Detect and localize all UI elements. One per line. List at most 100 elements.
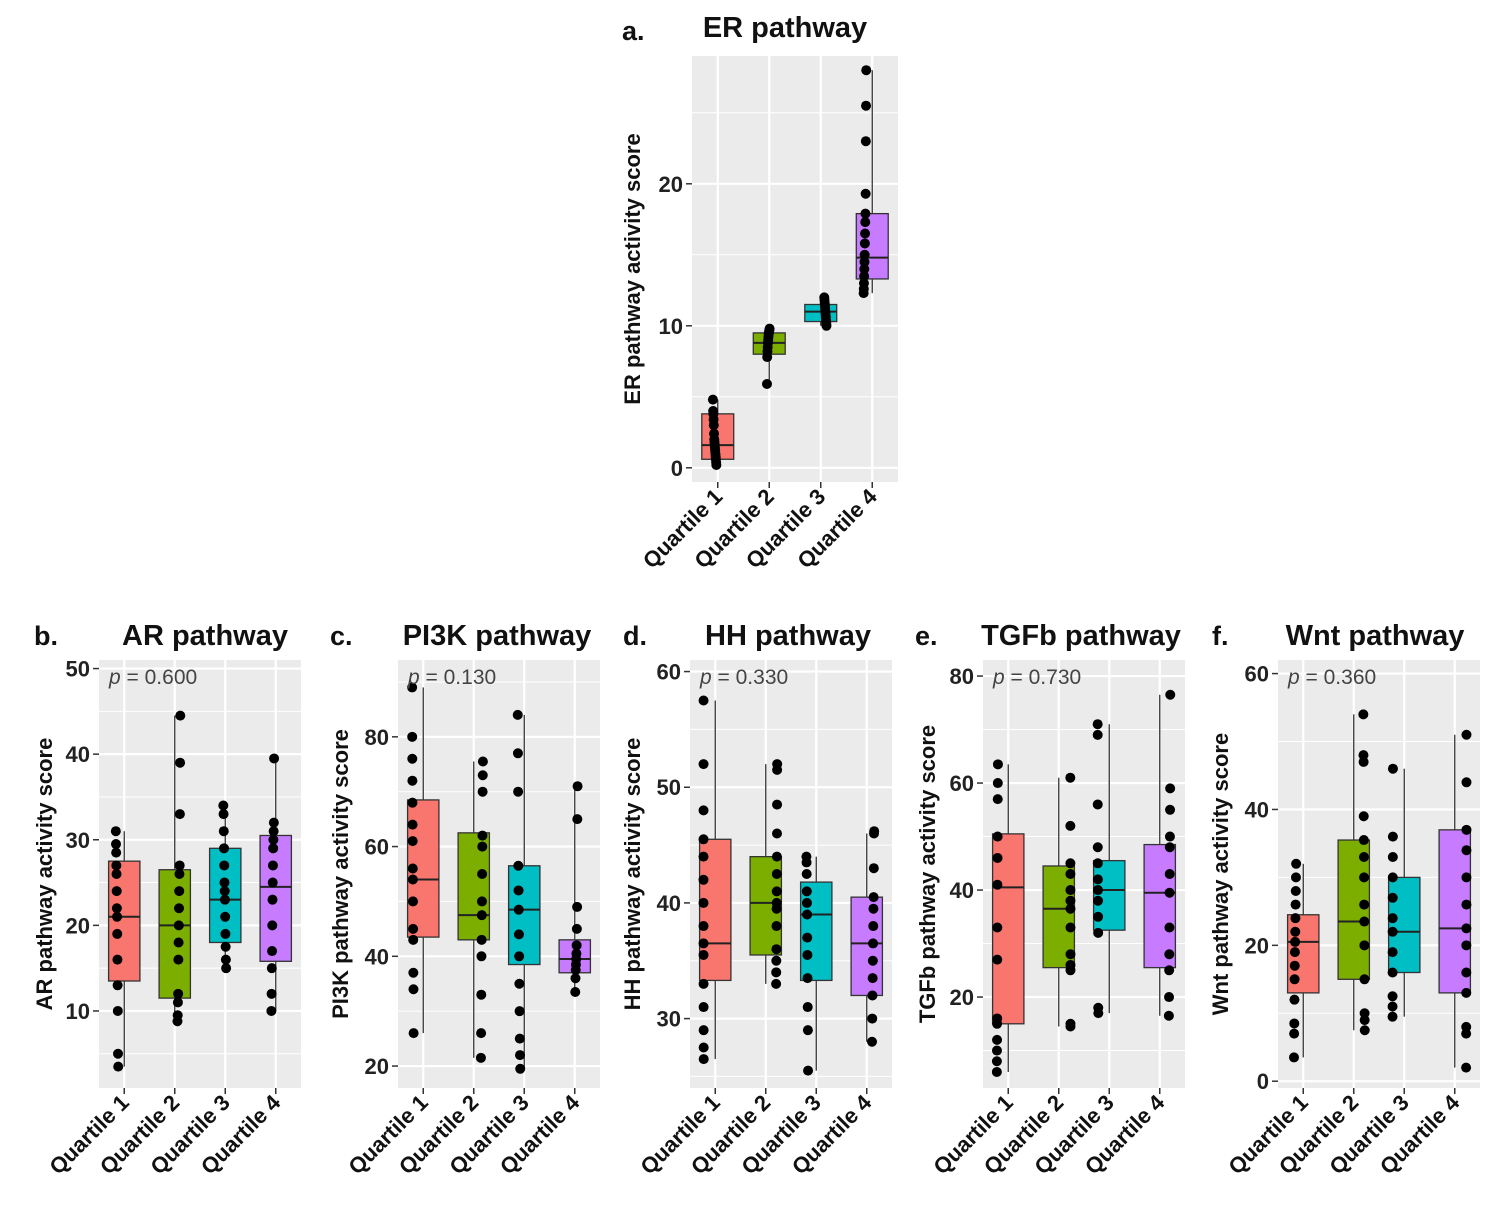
data-point [1461,899,1472,910]
data-point [113,1048,124,1059]
data-point [698,978,709,989]
data-point [698,1002,709,1013]
data-point [112,1005,123,1016]
data-point [771,828,782,839]
data-point [860,188,871,199]
data-point [407,896,418,907]
data-point [407,874,418,885]
y-tick-label: 0 [1257,1069,1269,1094]
data-point [1358,811,1369,822]
data-point [173,954,184,965]
data-point [1461,824,1472,835]
y-tick-label: 60 [950,771,974,796]
p-value: = 0.600 [121,666,197,689]
data-point [1289,1028,1300,1039]
data-point [221,963,232,974]
data-point [111,869,122,879]
data-point [514,978,525,989]
data-point [1387,1001,1398,1012]
data-point [1165,689,1176,700]
data-point [861,65,872,76]
data-point [1289,947,1300,958]
box-1 [107,860,141,982]
panel-letter: b. [34,621,58,651]
data-point [860,208,871,219]
data-point [476,934,487,945]
data-point [1092,858,1103,869]
data-point [477,756,488,767]
y-tick-label: 80 [365,725,389,750]
data-point [802,1025,813,1036]
data-point [868,863,879,874]
data-point [1290,913,1301,924]
data-point [709,428,720,439]
data-point [802,932,813,943]
y-tick-label: 60 [1245,662,1269,687]
data-point [1092,719,1103,730]
data-point [513,904,524,915]
data-point [1288,1052,1299,1063]
data-point [1358,852,1369,863]
data-point [992,1034,1003,1045]
data-point [218,826,229,837]
data-point [698,921,709,932]
data-point [408,984,419,995]
data-point [1387,947,1398,958]
data-point [1387,872,1398,883]
panel-title: ER pathway [703,12,867,44]
data-point [869,826,880,837]
data-point [475,1052,486,1063]
data-point [112,954,123,965]
data-point [173,988,184,999]
data-point [1065,858,1076,869]
data-point [174,860,185,871]
data-point [513,786,524,797]
y-tick-label: 20 [66,913,90,938]
data-point [1164,949,1175,960]
data-point [1092,799,1103,810]
data-point [219,860,230,871]
data-point [771,967,782,978]
data-point [111,886,122,897]
data-point [698,1025,709,1036]
y-tick-label: 10 [659,314,683,339]
data-point [801,897,812,908]
box-4 [259,834,293,962]
data-point [867,1013,878,1024]
data-point [1359,916,1370,927]
data-point [992,759,1003,770]
data-point [1164,965,1175,976]
data-point [111,839,122,850]
data-point [112,980,123,991]
data-point [1359,974,1370,985]
p-symbol: p [699,666,712,689]
data-point [868,892,879,903]
p-value: = 0.360 [1300,666,1376,689]
data-point [992,831,1003,842]
data-point [1065,949,1076,960]
data-point [1164,922,1175,933]
data-point [1387,763,1398,774]
data-point [476,910,487,921]
y-tick-label: 20 [365,1054,389,1079]
y-axis-title: PI3K pathway activity score [328,729,353,1019]
data-point [266,963,277,974]
data-point [771,955,782,966]
data-point [992,879,1003,890]
data-point [1291,858,1302,869]
data-point [1359,1008,1370,1019]
data-point [868,903,879,914]
data-point [1093,1002,1104,1013]
data-point [992,852,1003,863]
data-point [1092,729,1103,740]
data-point [801,851,812,862]
data-point [218,809,229,820]
data-point [867,1036,878,1047]
data-point [698,695,709,706]
data-point [112,928,123,939]
panel-letter: a. [622,16,645,46]
data-point [1359,940,1370,951]
data-point [477,830,488,841]
data-point [572,901,583,912]
